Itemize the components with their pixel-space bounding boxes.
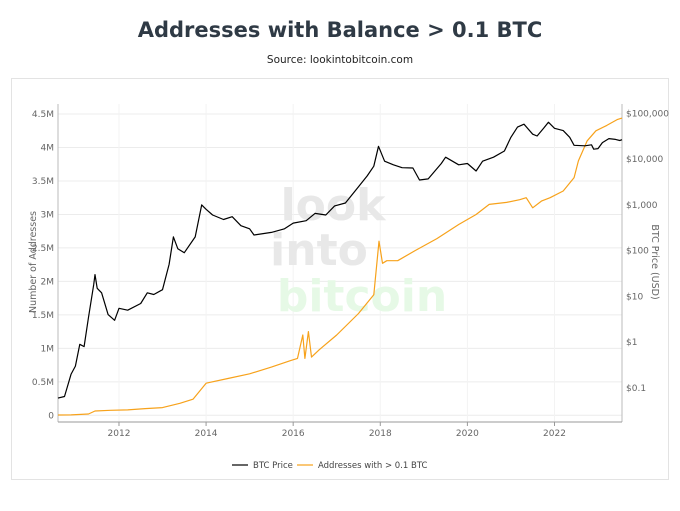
watermark-into: into [270, 225, 368, 276]
x-axis-ticks: 2012 2014 2016 2018 2020 2022 [108, 422, 566, 439]
y-left-tick-label: 2.5M [32, 244, 54, 254]
y-right-tick-label: $1 [626, 338, 637, 348]
page-title: Addresses with Balance > 0.1 BTC [137, 18, 543, 42]
series-addresses-line[interactable] [57, 117, 623, 416]
y-right-tick-label: $0.1 [626, 384, 646, 394]
right-axis-ticks: $0.1 $1 $10 $100 $1,000 $10,000 $100,000 [626, 109, 669, 394]
y-left-tick-label: 0 [48, 411, 54, 421]
y-left-tick-label: 1M [41, 344, 55, 354]
x-tick-label: 2022 [543, 429, 566, 439]
series-lines [57, 117, 623, 416]
y-left-tick-label: 3M [41, 210, 55, 220]
y-left-tick-label: 0.5M [32, 378, 54, 388]
legend: BTC Price Addresses with > 0.1 BTC [232, 461, 428, 471]
x-tick-label: 2012 [108, 429, 131, 439]
x-tick-label: 2020 [456, 429, 479, 439]
y-right-tick-label: $1,000 [626, 201, 658, 211]
y-right-tick-label: $10 [626, 292, 643, 302]
y-left-tick-label: 3.5M [32, 177, 54, 187]
page-subtitle: Source: lookintobitcoin.com [266, 54, 414, 66]
grid-lines [58, 104, 622, 422]
series-btc-price-line[interactable] [57, 121, 623, 399]
y-axis-right-label: BTC Price (USD) [649, 224, 660, 299]
y-axis-left-label: Number of Addresses [28, 211, 39, 313]
x-tick-label: 2016 [282, 429, 305, 439]
x-tick-label: 2018 [369, 429, 392, 439]
watermark: look into bitcoin [270, 180, 447, 322]
y-left-tick-label: 4M [41, 144, 55, 154]
y-left-tick-label: 1.5M [32, 311, 54, 321]
y-right-tick-label: $10,000 [626, 155, 663, 165]
chart-frame [11, 78, 669, 480]
watermark-bitcoin: bitcoin [277, 271, 447, 322]
y-left-tick-label: 2M [41, 277, 55, 287]
y-right-tick-label: $100 [626, 247, 649, 257]
left-axis-ticks: 0 0.5M 1M 1.5M 2M 2.5M 3M 3.5M 4M 4.5M [32, 110, 54, 421]
legend-label-btc-price[interactable]: BTC Price [253, 461, 293, 471]
x-tick-label: 2014 [195, 429, 218, 439]
legend-label-addresses[interactable]: Addresses with > 0.1 BTC [318, 461, 428, 471]
watermark-look: look [281, 180, 388, 231]
y-right-tick-label: $100,000 [626, 109, 669, 119]
y-left-tick-label: 4.5M [32, 110, 54, 120]
axes [57, 104, 623, 423]
